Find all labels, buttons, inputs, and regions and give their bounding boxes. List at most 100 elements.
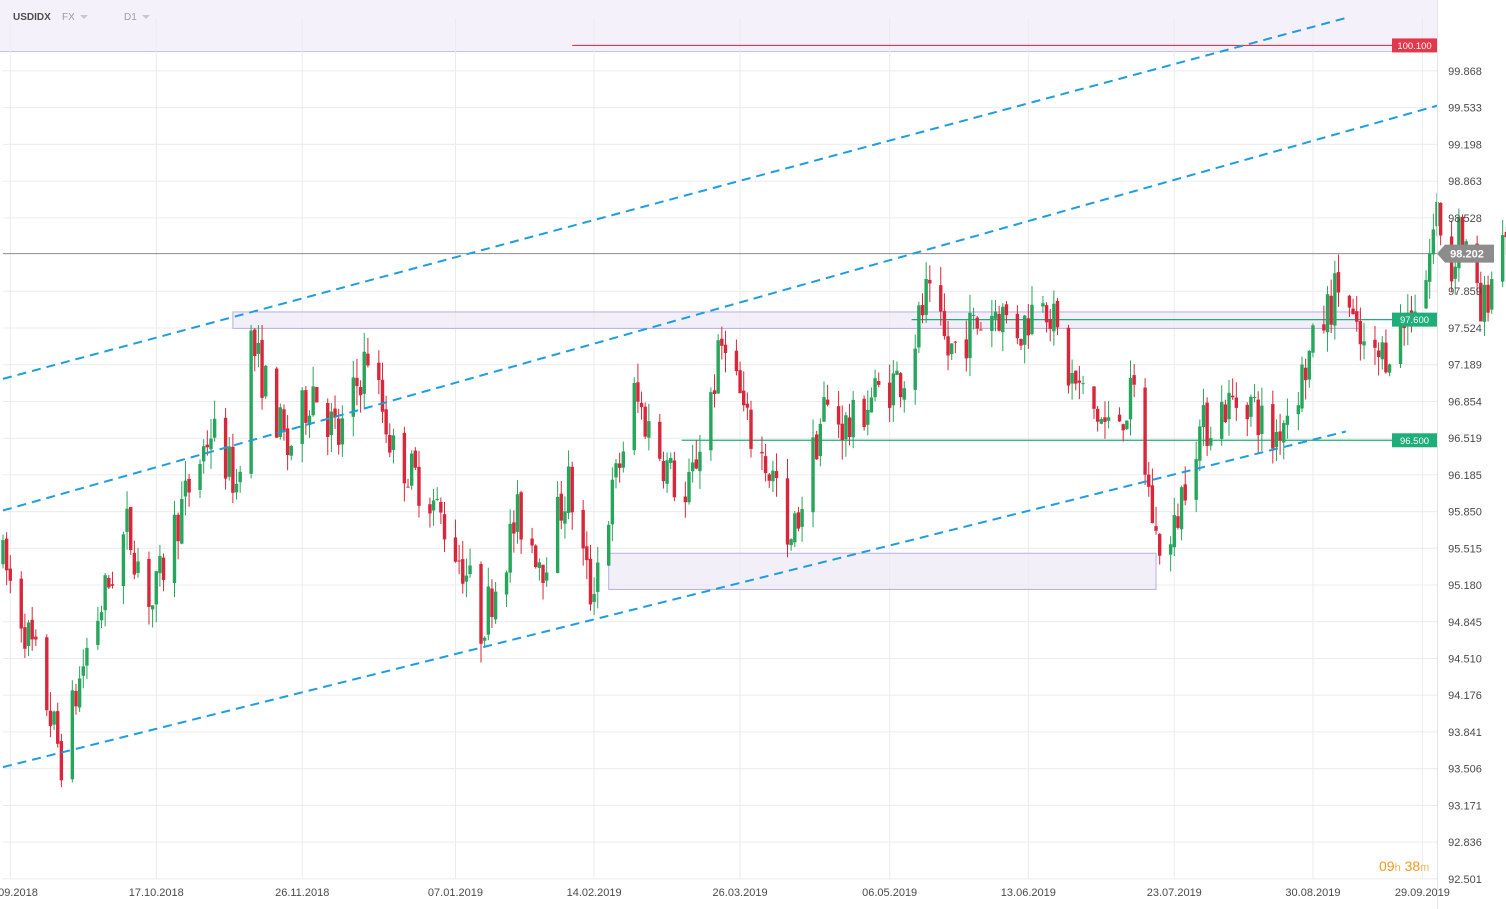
candle-body: [1252, 396, 1257, 398]
bear-candle: [636, 363, 640, 413]
bull-candle: [709, 387, 713, 461]
candle-body: [1092, 386, 1096, 409]
y-tick-label: 94.845: [1448, 617, 1482, 629]
candle-body: [377, 362, 381, 381]
candle-body: [336, 418, 341, 445]
horizontal-levels[interactable]: [3, 44, 1437, 441]
candle-body: [581, 509, 585, 549]
bear-candle: [333, 395, 337, 429]
bear-candle: [1504, 226, 1506, 255]
candle-body: [99, 612, 104, 621]
candle-body: [201, 446, 206, 462]
bear-candle: [1384, 329, 1388, 374]
bear-candle: [570, 461, 574, 530]
candle-body: [59, 741, 64, 781]
bull-candle: [1362, 322, 1366, 360]
bull-candle: [607, 520, 611, 567]
bear-candle: [1147, 461, 1151, 497]
channel-trend-line[interactable]: [2, 104, 1438, 512]
candle-body: [519, 492, 523, 540]
bear-candle: [1479, 271, 1483, 322]
candle-body: [1128, 378, 1133, 420]
candle-body: [796, 512, 801, 529]
candle-body: [508, 523, 512, 573]
candle-body: [107, 577, 111, 588]
candle-body: [555, 496, 560, 574]
price-labels: 100.100 97.600 96.500 98.202: [1392, 38, 1494, 448]
y-tick-label: 93.841: [1448, 727, 1482, 739]
candle-body: [409, 453, 414, 486]
candle-body: [4, 538, 9, 571]
channel-trend-line[interactable]: [2, 17, 1347, 380]
bull-candle: [1041, 295, 1045, 313]
bull-candle: [340, 405, 345, 457]
candle-body: [1041, 303, 1045, 307]
bear-candle: [176, 512, 180, 560]
bull-candle: [669, 452, 673, 469]
candle-body: [183, 480, 188, 497]
bear-candle: [1373, 325, 1377, 365]
candle-body: [468, 565, 472, 575]
candle-body: [260, 339, 264, 398]
bear-candle: [413, 447, 418, 471]
candle-body: [311, 386, 315, 416]
candle-body: [793, 513, 797, 543]
candle-body: [1, 540, 5, 565]
bull-candle: [77, 666, 82, 713]
candle-body: [617, 463, 622, 468]
bear-candle: [1077, 365, 1082, 400]
candle-body: [836, 406, 841, 425]
bear-candle: [110, 571, 115, 589]
candle-body: [1223, 404, 1228, 423]
candle-body: [767, 474, 771, 481]
bull-candle: [1453, 262, 1457, 295]
bull-candle: [85, 637, 89, 680]
symbol-label[interactable]: USDIDX: [13, 12, 51, 23]
bear-candle: [1223, 399, 1228, 423]
candle-body: [851, 399, 855, 438]
candle-body: [1464, 241, 1468, 247]
candle-body: [1256, 399, 1260, 436]
candle-body: [413, 450, 418, 468]
bear-candle: [643, 402, 647, 439]
bear-candle: [749, 400, 753, 458]
bull-candle: [362, 332, 366, 410]
bear-candle: [442, 501, 447, 552]
candle-body: [85, 647, 89, 666]
candle-body: [1132, 375, 1136, 385]
bear-candle: [745, 392, 750, 420]
candle-body: [1147, 474, 1151, 487]
channel-trend-lines[interactable]: [2, 17, 1438, 769]
y-tick-label: 95.850: [1448, 507, 1482, 519]
market-dropdown[interactable]: FX: [62, 12, 88, 23]
y-tick-label: 99.868: [1448, 66, 1482, 78]
candle-body: [1245, 404, 1249, 420]
candle-body: [738, 370, 742, 394]
candle-body: [847, 417, 852, 438]
bull-candle: [895, 361, 899, 375]
bull-candle: [329, 402, 334, 452]
bear-candle: [847, 403, 852, 446]
candle-body: [482, 637, 487, 641]
channel-trend-line[interactable]: [2, 430, 1347, 769]
candle-body: [632, 382, 636, 451]
candle-body: [1077, 380, 1082, 383]
candle-body: [428, 504, 432, 514]
candle-body: [285, 428, 290, 456]
candle-body: [891, 373, 896, 406]
bull-candle: [793, 511, 797, 548]
bear-candle: [796, 506, 801, 532]
bull-candle: [592, 577, 596, 616]
y-tick-label: 97.189: [1448, 360, 1482, 372]
candle-body: [1168, 544, 1173, 555]
candle-body: [1285, 415, 1290, 425]
price-zone[interactable]: [608, 552, 1157, 590]
candle-body: [1303, 367, 1308, 381]
bull-candle: [1022, 314, 1027, 364]
x-tick-label: 17.10.2018: [129, 887, 184, 899]
candle-body: [975, 317, 979, 329]
bear-candle: [1092, 386, 1096, 419]
timeframe-dropdown[interactable]: D1: [124, 12, 150, 23]
bear-candle: [358, 380, 363, 413]
